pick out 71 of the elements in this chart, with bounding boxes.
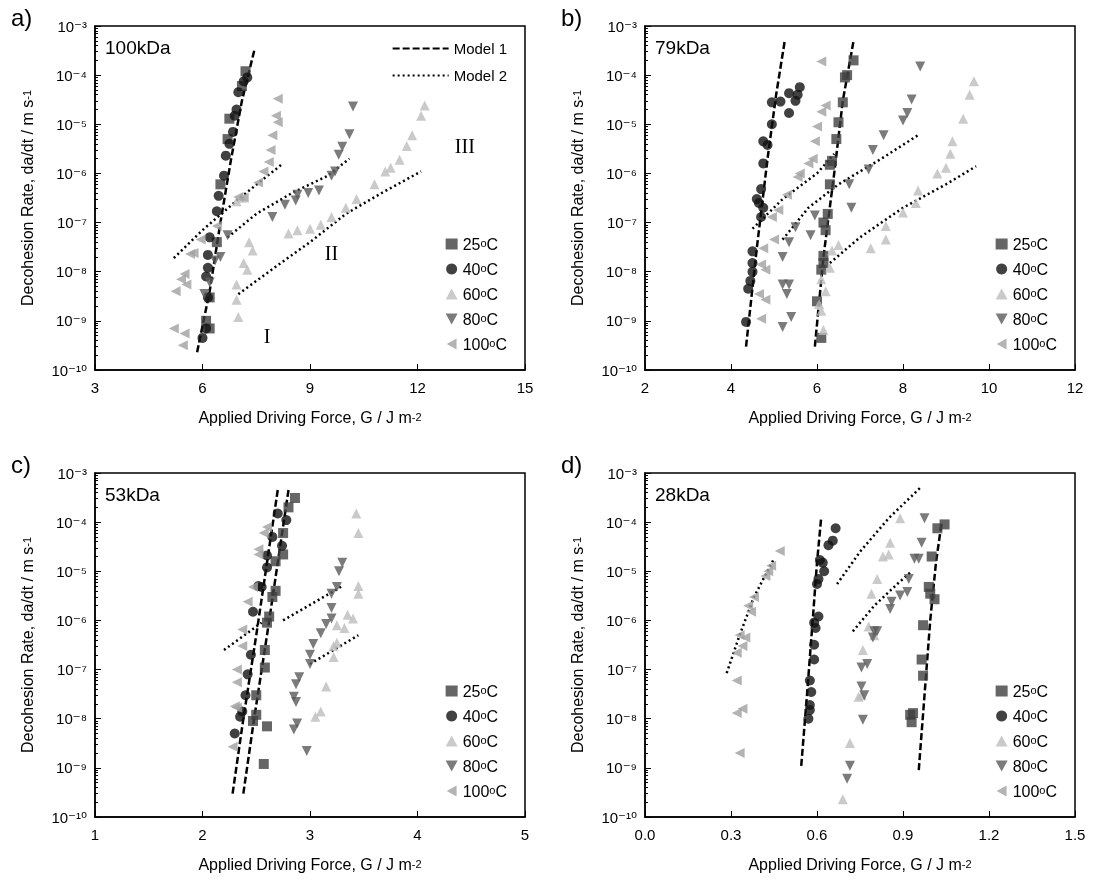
y-tick-label: 10⁻⁸ [606, 710, 637, 728]
x-tick-label: 4 [726, 378, 736, 396]
x-tick-label: 3 [90, 378, 100, 396]
y-axis-title: Decohesion Rate, da/dt / m s-1 [569, 536, 586, 754]
annotation: 28kDa [655, 484, 711, 505]
annotation: III [454, 135, 475, 158]
y-tick-label: 10⁻⁹ [55, 759, 87, 777]
y-tick-label: 10⁻⁹ [605, 312, 637, 330]
x-tick-label: 0.6 [806, 825, 828, 843]
y-tick-label: 10⁻¹⁰ [601, 361, 637, 379]
y-tick-label: 10⁻⁴ [55, 66, 87, 84]
y-tick-label: 10⁻⁷ [56, 214, 87, 232]
y-tick-label: 10⁻⁵ [606, 562, 637, 580]
y-tick-label: 10⁻⁴ [605, 66, 637, 84]
annotation: 79kDa [655, 37, 711, 58]
y-tick-label: 10⁻⁵ [606, 115, 637, 133]
y-tick-label: 10⁻⁷ [56, 661, 87, 679]
y-tick-label: 10⁻⁵ [56, 562, 87, 580]
chart-title: c) [11, 450, 31, 478]
chart-title: d) [561, 450, 583, 478]
x-tick-label: 15 [516, 378, 534, 396]
x-tick-label: 2 [198, 825, 207, 843]
x-tick-label: 4 [413, 825, 422, 843]
y-axis-title: Decohesion Rate, da/dt / m s-1 [19, 89, 36, 307]
y-tick-label: 10⁻⁹ [605, 759, 637, 777]
x-tick-label: 5 [520, 825, 530, 843]
x-tick-label: 1 [90, 825, 100, 843]
x-tick-label: 0.0 [634, 825, 656, 843]
y-tick-label: 10⁻⁷ [606, 661, 637, 679]
y-tick-label: 10⁻¹⁰ [51, 361, 87, 379]
annotation: 100kDa [105, 37, 171, 58]
y-tick-label: 10⁻⁸ [56, 710, 87, 728]
y-tick-label: 10⁻⁶ [56, 164, 87, 182]
y-tick-label: 10⁻¹⁰ [51, 808, 87, 826]
y-tick-label: 10⁻⁸ [606, 263, 637, 281]
y-tick-label: 10⁻⁶ [606, 164, 637, 182]
x-tick-label: 1.5 [1064, 825, 1086, 843]
x-tick-label: 12 [1066, 378, 1084, 396]
y-tick-label: 10⁻³ [607, 464, 637, 482]
x-tick-label: 3 [305, 825, 315, 843]
y-tick-label: 10⁻³ [57, 17, 87, 35]
legend-label: Model 1 [453, 40, 508, 57]
y-tick-label: 10⁻⁵ [56, 115, 87, 133]
x-tick-label: 8 [898, 378, 908, 396]
y-tick-label: 10⁻³ [607, 17, 637, 35]
y-axis-title: Decohesion Rate, da/dt / m s-1 [569, 89, 586, 307]
annotation: I [263, 324, 271, 347]
x-tick-label: 6 [198, 378, 207, 396]
y-tick-label: 10⁻⁹ [55, 312, 87, 330]
x-tick-label: 0.3 [720, 825, 742, 843]
y-tick-label: 10⁻⁸ [56, 263, 87, 281]
x-tick-label: 9 [305, 378, 315, 396]
chart-title: b) [561, 3, 583, 31]
y-tick-label: 10⁻⁷ [606, 214, 637, 232]
y-tick-label: 10⁻⁴ [605, 513, 637, 531]
legend-label: Model 2 [453, 67, 508, 84]
y-axis-title: Decohesion Rate, da/dt / m s-1 [19, 536, 36, 754]
annotation: II [324, 242, 339, 265]
y-tick-label: 10⁻⁶ [606, 611, 637, 629]
y-tick-label: 10⁻⁶ [56, 611, 87, 629]
annotation: 53kDa [105, 484, 161, 505]
x-tick-label: 6 [812, 378, 822, 396]
x-tick-label: 1.2 [978, 825, 1000, 843]
chart-title: a) [11, 3, 33, 31]
y-tick-label: 10⁻¹⁰ [601, 808, 637, 826]
x-tick-label: 12 [409, 378, 426, 396]
x-tick-label: 0.9 [892, 825, 914, 843]
y-tick-label: 10⁻³ [57, 464, 87, 482]
x-tick-label: 10 [980, 378, 998, 396]
x-tick-label: 2 [640, 378, 650, 396]
y-tick-label: 10⁻⁴ [55, 513, 87, 531]
